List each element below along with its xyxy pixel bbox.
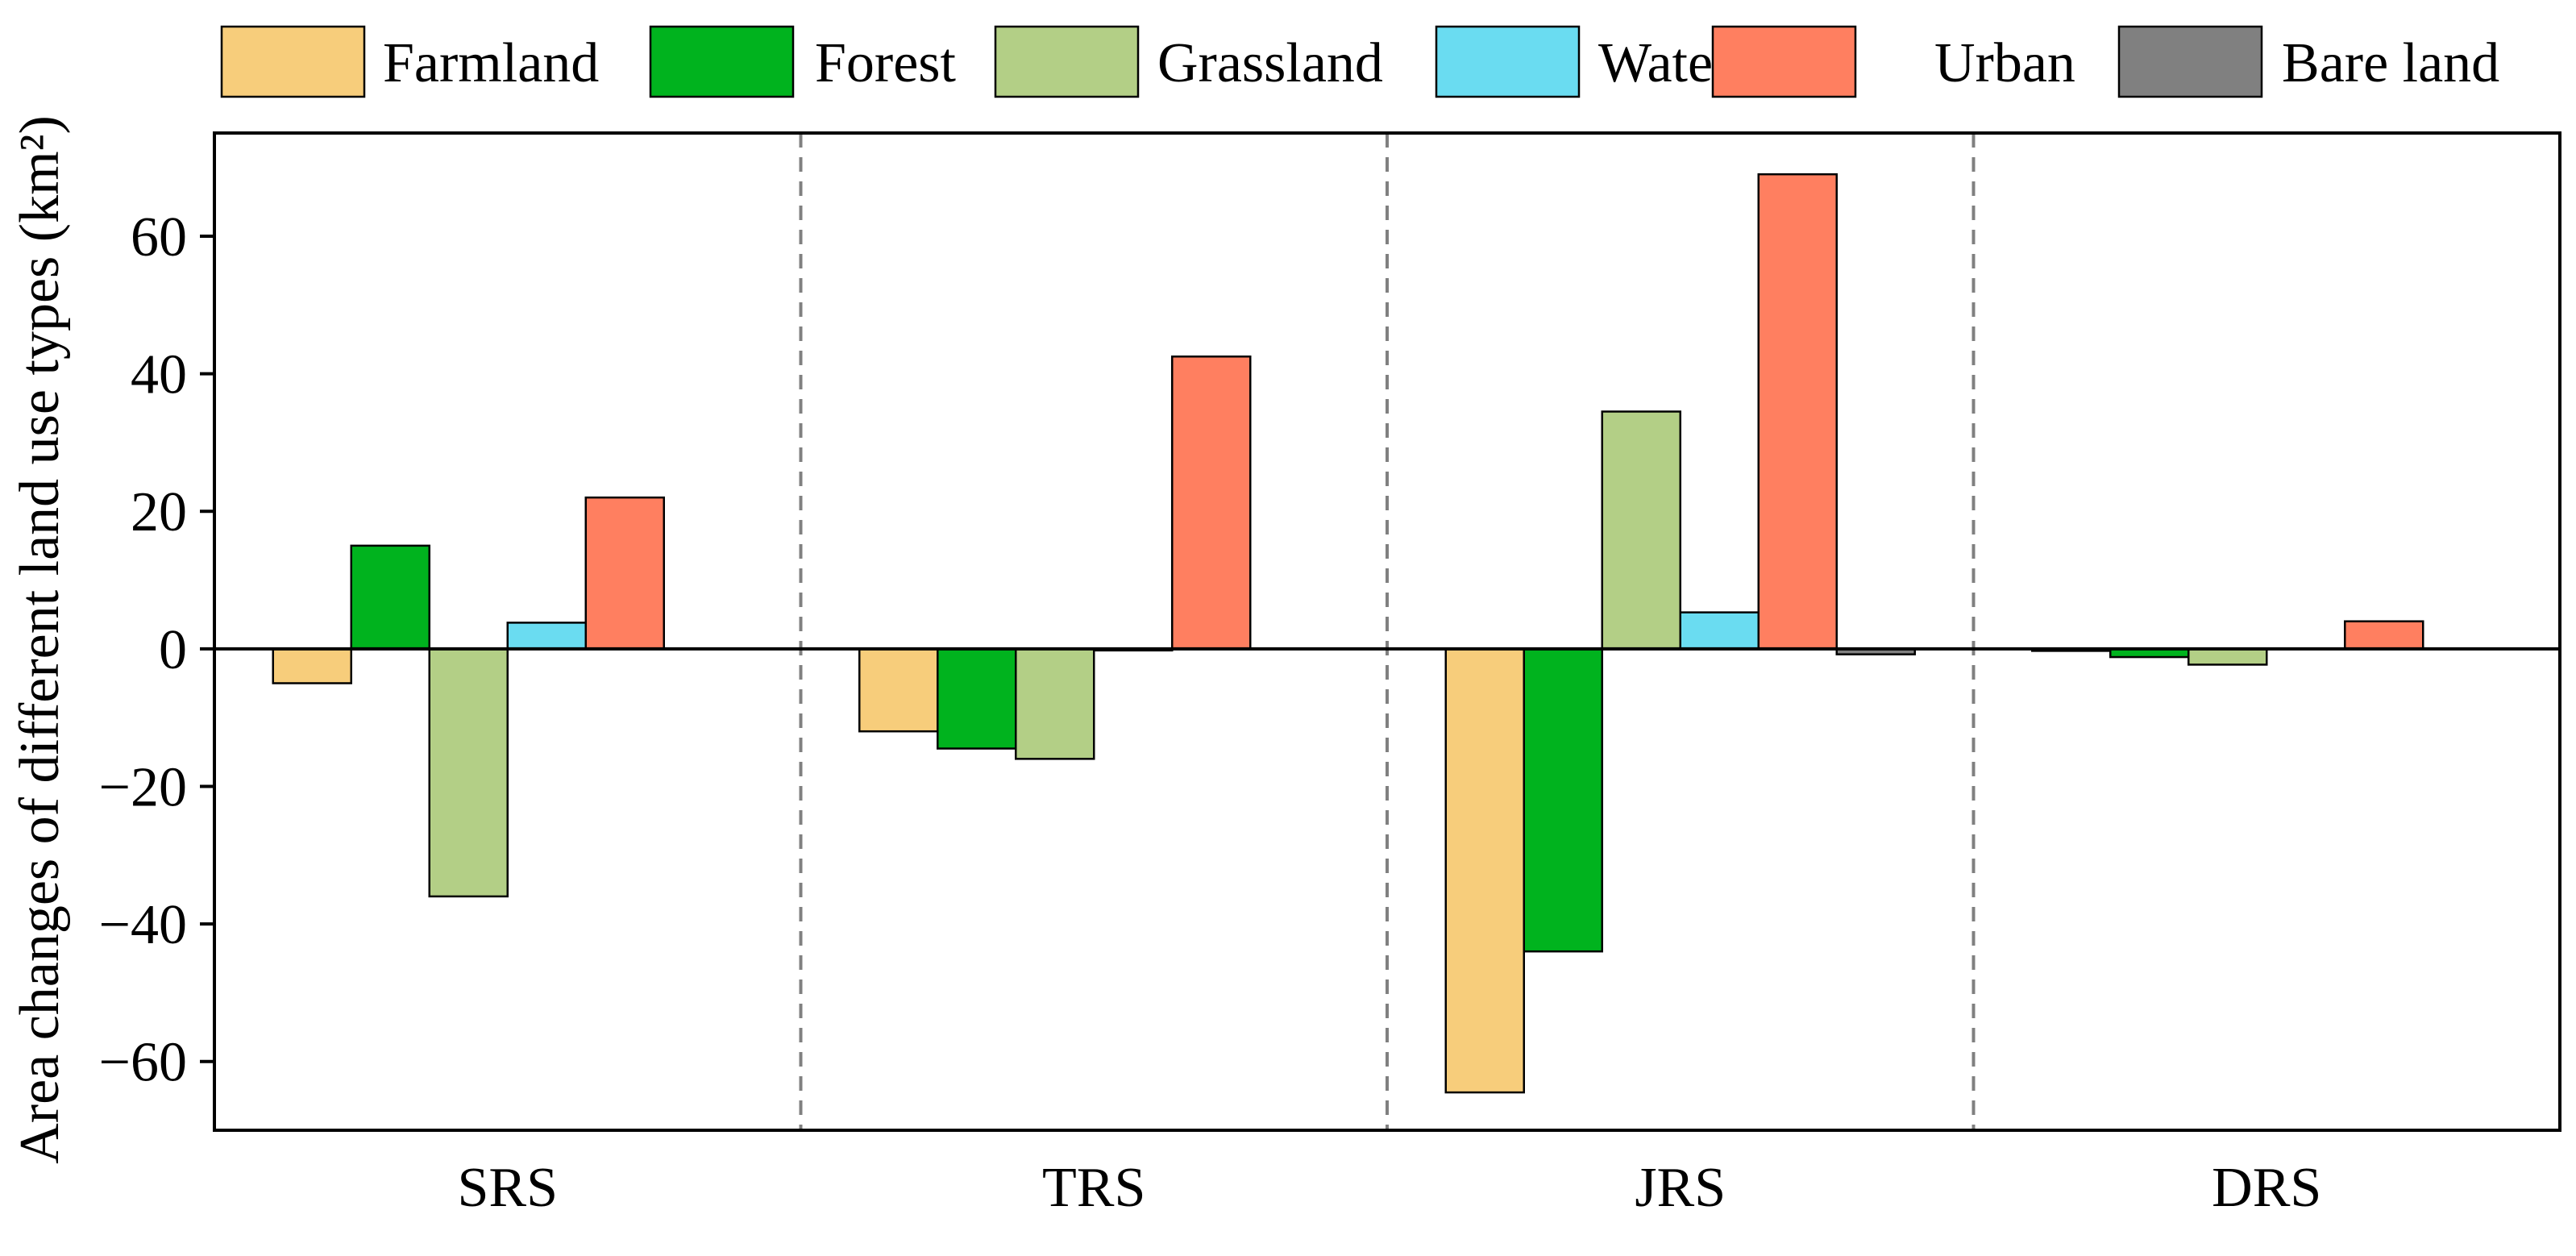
legend-swatch-urban <box>1711 25 1857 98</box>
bar-grassland-drs <box>2188 647 2268 666</box>
x-tick-label: JRS <box>1635 1157 1726 1219</box>
y-axis: −60 −40 −20 0 20 40 60 <box>99 206 214 1094</box>
group-separators <box>799 133 1976 1130</box>
y-tick-label: −40 <box>99 894 187 956</box>
bar-water-jrs <box>1679 611 1760 651</box>
legend-label-grassland: Grassland <box>1157 32 1383 94</box>
legend-swatch-farmland <box>220 25 366 98</box>
bar-farmland-srs <box>272 647 352 684</box>
bar-urban-srs <box>584 496 665 651</box>
y-tick-label: −60 <box>99 1032 187 1094</box>
bar-forest-srs <box>350 544 430 651</box>
bar-farmland-trs <box>858 647 939 733</box>
y-tick-label: 40 <box>131 344 187 406</box>
bars <box>272 173 2424 1094</box>
bar-forest-trs <box>937 647 1017 750</box>
x-tick-label: TRS <box>1042 1157 1145 1219</box>
plot-frame <box>213 131 2561 1132</box>
legend-label-urban: Urban <box>1934 32 2075 94</box>
legend-swatch-forest <box>649 25 795 98</box>
bar-grassland-srs <box>428 647 509 898</box>
legend-label-bare-land: Bare land <box>2282 32 2499 94</box>
legend-swatch-grassland <box>994 25 1140 98</box>
legend-label-forest: Forest <box>815 32 957 94</box>
bar-grassland-trs <box>1015 647 1095 760</box>
bar-grassland-jrs <box>1601 410 1681 651</box>
bar-water-srs <box>506 622 587 651</box>
x-tick-label: DRS <box>2212 1157 2321 1219</box>
y-axis-title: Area changes of different land use types… <box>9 115 71 1164</box>
x-tick-label: SRS <box>457 1157 558 1219</box>
y-tick-label: 0 <box>159 619 187 681</box>
x-axis: SRS TRS JRS DRS <box>457 1157 2321 1219</box>
legend-swatch-water <box>1435 25 1581 98</box>
y-tick-label: 20 <box>131 481 187 543</box>
y-tick-label: 60 <box>131 206 187 268</box>
legend-swatch-bare-land <box>2117 25 2263 98</box>
bar-farmland-jrs <box>1444 647 1525 1094</box>
bar-urban-jrs <box>1757 173 1838 651</box>
legend: Farmland Forest Grassland Water Urban Bare la… <box>220 25 2499 98</box>
bar-urban-drs <box>2344 620 2424 651</box>
legend-label-water: Water <box>1598 32 1731 94</box>
bar-urban-trs <box>1171 356 1252 651</box>
y-tick-label: −20 <box>99 756 187 818</box>
bar-forest-jrs <box>1523 647 1603 953</box>
legend-label-farmland: Farmland <box>383 32 599 94</box>
